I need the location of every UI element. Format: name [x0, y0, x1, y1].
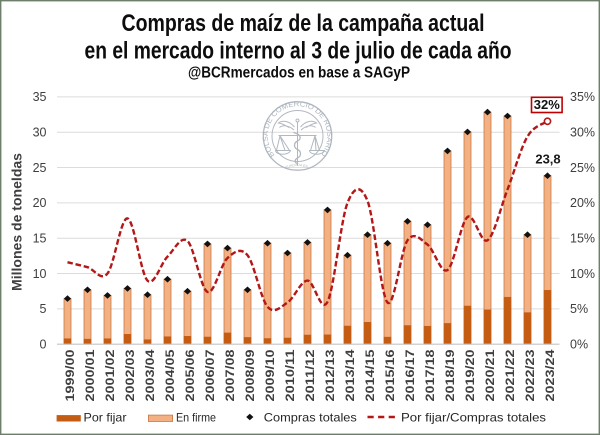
- svg-text:0: 0: [40, 338, 47, 352]
- svg-text:Compras de maíz de la campaña: Compras de maíz de la campaña actual: [122, 10, 485, 37]
- svg-text:35%: 35%: [570, 90, 595, 104]
- svg-text:Compras totales: Compras totales: [264, 411, 357, 425]
- svg-text:30%: 30%: [570, 126, 595, 140]
- svg-text:2014/15: 2014/15: [365, 349, 377, 402]
- svg-text:5%: 5%: [570, 302, 588, 316]
- svg-text:en el mercado interno al 3 de: en el mercado interno al 3 de julio de c…: [85, 38, 512, 65]
- svg-text:2002/03: 2002/03: [125, 350, 137, 402]
- svg-text:1999/00: 1999/00: [65, 350, 77, 402]
- svg-text:2015/16: 2015/16: [385, 350, 397, 402]
- svg-text:5: 5: [40, 302, 47, 316]
- svg-text:2004/05: 2004/05: [165, 349, 177, 402]
- svg-text:2010/11: 2010/11: [285, 349, 297, 402]
- svg-text:2003/04: 2003/04: [145, 349, 157, 402]
- svg-text:2021/22: 2021/22: [505, 350, 517, 402]
- svg-text:35: 35: [33, 90, 47, 104]
- svg-text:32%: 32%: [534, 97, 560, 112]
- svg-text:Por fijar: Por fijar: [84, 411, 127, 425]
- svg-text:2011/12: 2011/12: [305, 350, 317, 402]
- svg-text:30: 30: [33, 126, 47, 140]
- svg-text:2018/19: 2018/19: [445, 350, 457, 402]
- svg-text:2012/13: 2012/13: [325, 350, 337, 402]
- svg-text:20: 20: [33, 196, 47, 210]
- svg-text:10: 10: [33, 267, 47, 281]
- svg-text:Millones de toneldas: Millones de toneldas: [10, 153, 25, 291]
- svg-text:Por fijar/Compras totales: Por fijar/Compras totales: [401, 411, 546, 425]
- svg-text:2017/18: 2017/18: [425, 349, 437, 402]
- svg-text:2005/06: 2005/06: [185, 350, 197, 402]
- svg-text:2001/02: 2001/02: [105, 350, 117, 402]
- svg-text:2020/21: 2020/21: [485, 349, 497, 402]
- svg-text:2008/09: 2008/09: [245, 350, 257, 402]
- svg-text:@BCRmercados en base a SAGyP: @BCRmercados en base a SAGyP: [188, 65, 410, 82]
- svg-text:10%: 10%: [570, 267, 595, 281]
- svg-text:0%: 0%: [570, 338, 588, 352]
- svg-text:25%: 25%: [570, 161, 595, 175]
- svg-text:25: 25: [33, 161, 47, 175]
- svg-text:23,8: 23,8: [535, 152, 560, 167]
- svg-text:2000/01: 2000/01: [85, 349, 97, 402]
- svg-text:2022/23: 2022/23: [525, 350, 537, 402]
- svg-text:15%: 15%: [570, 232, 595, 246]
- svg-text:2007/08: 2007/08: [225, 349, 237, 402]
- svg-text:2009/10: 2009/10: [265, 350, 277, 402]
- svg-text:2023/24: 2023/24: [545, 349, 557, 402]
- svg-text:2019/20: 2019/20: [465, 350, 477, 402]
- svg-text:2013/14: 2013/14: [345, 349, 357, 402]
- svg-text:15: 15: [33, 232, 47, 246]
- svg-text:2016/17: 2016/17: [405, 350, 417, 402]
- svg-text:2006/07: 2006/07: [205, 350, 217, 402]
- svg-text:En firme: En firme: [176, 411, 216, 425]
- svg-text:20%: 20%: [570, 196, 595, 210]
